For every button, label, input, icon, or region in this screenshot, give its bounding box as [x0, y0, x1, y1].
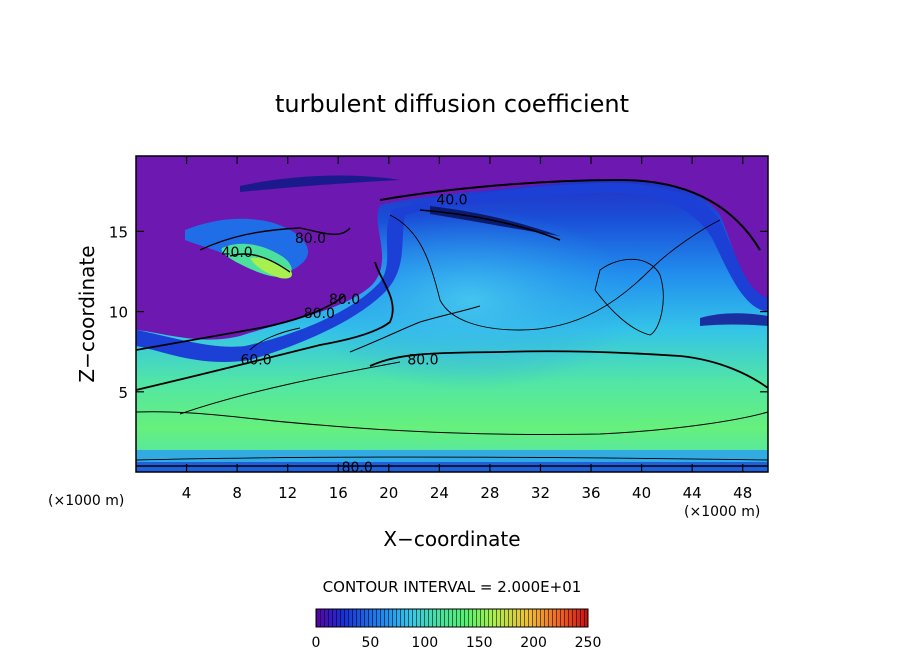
x-tick-label: 36: [581, 484, 600, 502]
x-tick-label: 48: [733, 484, 752, 502]
contour-label: 40.0: [436, 192, 467, 208]
x-axis-title: X−coordinate: [383, 527, 520, 551]
colorbar-tick-label: 50: [361, 635, 379, 651]
y-tick-label: 15: [109, 223, 128, 241]
contour-lines: [136, 178, 768, 467]
contour-interval-text: CONTOUR INTERVAL = 2.000E+01: [323, 578, 582, 596]
colorbar-tick-label: 200: [520, 635, 547, 651]
x-tick-label: 16: [329, 484, 348, 502]
contour-labels: 40.080.040.080.080.080.080.060.0: [222, 192, 468, 476]
x-tick-label: 20: [379, 484, 398, 502]
chart-title: turbulent diffusion coefficient: [275, 90, 629, 118]
x-tick-label: 24: [430, 484, 449, 502]
x-tick-label: 4: [182, 484, 192, 502]
contour-label: 80.0: [329, 292, 360, 308]
x-tick-label: 40: [632, 484, 651, 502]
x-tick-label: 28: [480, 484, 499, 502]
x-unit-label: (×1000 m): [684, 504, 760, 520]
contour-label: 80.0: [304, 306, 335, 322]
colorbar: 0 50 100 150 200 250: [312, 608, 602, 651]
contour-label: 80.0: [342, 460, 373, 476]
plot-frame: [135, 155, 769, 473]
y-axis: 5 10 15: [109, 223, 768, 402]
colorbar-tick-label: 0: [312, 635, 321, 651]
colorbar-tick-label: 150: [466, 635, 493, 651]
colorbar-tick-label: 100: [411, 635, 438, 651]
y-axis-title: Z−coordinate: [75, 245, 99, 382]
x-tick-label: 44: [683, 484, 702, 502]
colorbar-tick-label: 250: [575, 635, 602, 651]
y-tick-label: 10: [109, 304, 128, 322]
x-axis: 4 8 12 16 20 24 28 32 36 40 44 48: [182, 156, 752, 502]
x-tick-label: 12: [278, 484, 297, 502]
contour-label: 80.0: [407, 353, 438, 369]
x-tick-label: 8: [232, 484, 242, 502]
contour-label: 80.0: [295, 231, 326, 247]
contour-label: 60.0: [240, 353, 271, 369]
z-unit-label: (×1000 m): [48, 493, 124, 509]
contour-label: 40.0: [222, 245, 253, 261]
y-tick-label: 5: [118, 384, 128, 402]
x-tick-label: 32: [531, 484, 550, 502]
heatmap-field: [136, 156, 768, 472]
